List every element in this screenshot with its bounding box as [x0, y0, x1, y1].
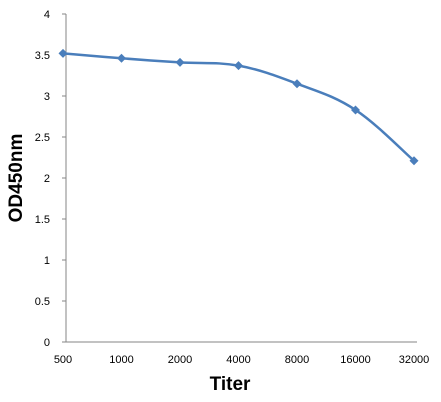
- x-tick-label: 32000: [399, 354, 430, 366]
- y-axis-title: OD450nm: [6, 134, 27, 223]
- y-tick-label: 3: [44, 91, 50, 103]
- x-tick-label: 2000: [168, 354, 192, 366]
- x-tick-label: 1000: [109, 354, 133, 366]
- data-point-marker: [292, 79, 302, 89]
- x-tick-label: 4000: [226, 354, 250, 366]
- x-tick-label: 500: [54, 354, 72, 366]
- data-point-marker: [117, 53, 126, 63]
- series-markers: [58, 48, 419, 166]
- data-point-marker: [175, 57, 185, 67]
- y-tick-label: 0.5: [35, 296, 50, 308]
- y-tick-label: 0: [44, 337, 50, 349]
- y-tick-label: 1.5: [35, 214, 50, 226]
- y-tick-label: 2: [44, 173, 50, 185]
- data-point-marker: [409, 156, 419, 166]
- plot-area: [65, 14, 417, 343]
- data-point-marker: [351, 105, 360, 115]
- y-tick-label: 3.5: [35, 50, 50, 62]
- x-axis-title: Titer: [210, 374, 251, 395]
- y-tick-labels: 0 0.5 1 1.5 2 2.5 3 3.5 4: [35, 9, 66, 349]
- data-point-marker: [58, 48, 68, 58]
- x-tick-labels: 500 1000 2000 4000 8000 16000 32000: [54, 354, 429, 366]
- y-tick-label: 2.5: [35, 132, 50, 144]
- y-tick-label: 1: [44, 255, 50, 267]
- y-tick-label: 4: [44, 9, 50, 21]
- data-point-marker: [234, 61, 243, 71]
- x-tick-label: 16000: [340, 354, 371, 366]
- x-tick-label: 8000: [285, 354, 309, 366]
